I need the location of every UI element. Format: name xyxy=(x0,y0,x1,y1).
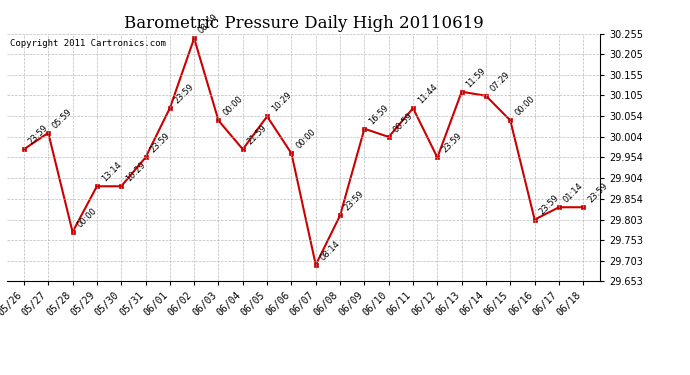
Text: Copyright 2011 Cartronics.com: Copyright 2011 Cartronics.com xyxy=(10,39,166,48)
Text: 23:59: 23:59 xyxy=(148,132,172,155)
Text: 23:59: 23:59 xyxy=(538,194,561,217)
Text: 11:44: 11:44 xyxy=(416,82,439,105)
Text: 23:59: 23:59 xyxy=(586,181,609,204)
Text: 13:14: 13:14 xyxy=(99,160,123,183)
Text: 23:59: 23:59 xyxy=(343,189,366,213)
Text: 00:00: 00:00 xyxy=(294,128,317,151)
Text: 10:29: 10:29 xyxy=(270,90,293,114)
Text: 23:59: 23:59 xyxy=(172,82,196,105)
Text: 00:00: 00:00 xyxy=(75,206,99,229)
Text: 08:59: 08:59 xyxy=(197,12,220,36)
Text: 11:59: 11:59 xyxy=(464,66,488,89)
Text: 00:00: 00:00 xyxy=(513,94,536,118)
Text: 10:29: 10:29 xyxy=(124,160,147,183)
Text: 16:59: 16:59 xyxy=(367,103,391,126)
Text: 01:14: 01:14 xyxy=(562,181,585,204)
Text: 08:14: 08:14 xyxy=(319,239,342,262)
Title: Barometric Pressure Daily High 20110619: Barometric Pressure Daily High 20110619 xyxy=(124,15,484,32)
Text: 23:59: 23:59 xyxy=(27,123,50,147)
Text: 07:29: 07:29 xyxy=(489,70,512,93)
Text: 05:59: 05:59 xyxy=(51,107,75,130)
Text: 23:59: 23:59 xyxy=(440,132,464,155)
Text: 00:59: 00:59 xyxy=(391,111,415,134)
Text: 21:59: 21:59 xyxy=(246,123,268,147)
Text: 00:00: 00:00 xyxy=(221,94,244,118)
